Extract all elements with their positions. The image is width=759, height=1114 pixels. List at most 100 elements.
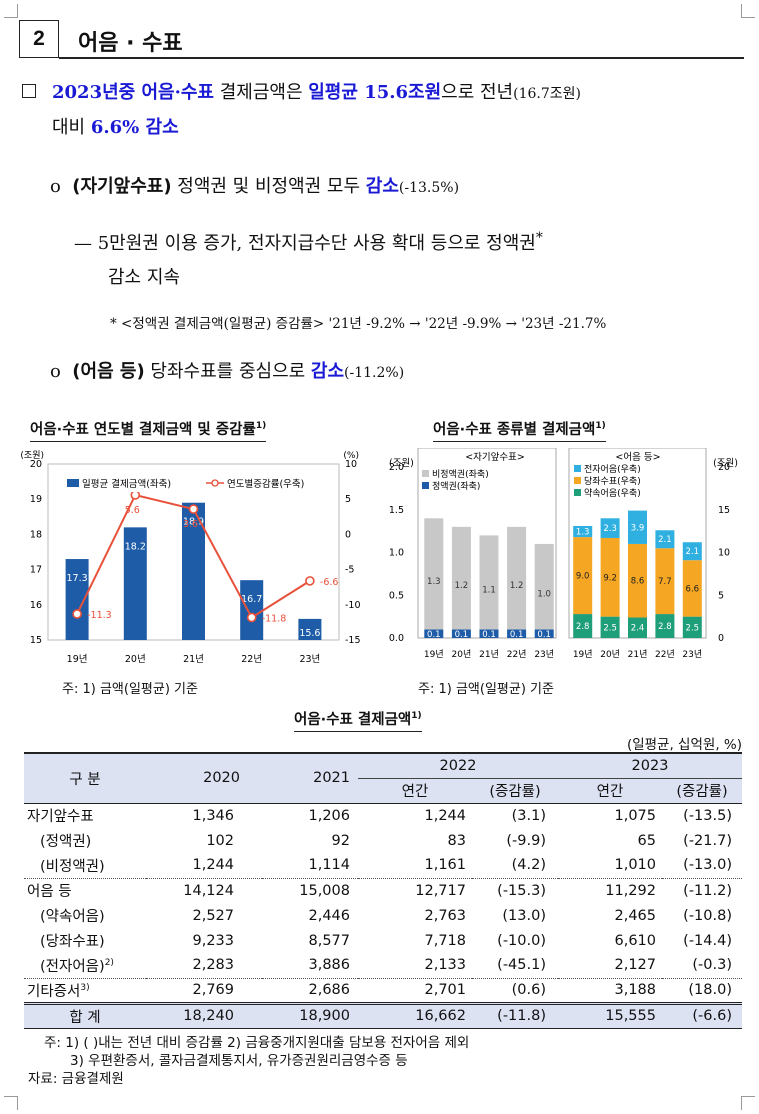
- segment-data-label: 1.3: [427, 577, 441, 587]
- table-cell: 92: [331, 832, 350, 849]
- y-tick-right: -15: [345, 635, 361, 646]
- x-tick-label: 23년: [682, 649, 702, 660]
- table-cell: (-14.4): [683, 932, 732, 949]
- bullet-marker: o: [50, 176, 61, 197]
- table-cell: (-13.5): [683, 807, 732, 824]
- table-cell: 1,346: [192, 807, 234, 824]
- table-cell: (증감률): [472, 778, 558, 804]
- line-data-label: -6.6: [320, 577, 339, 588]
- table-cell: 1,075: [614, 807, 656, 824]
- legend-swatch: [422, 482, 429, 489]
- table-cell: 3,188: [558, 977, 662, 1003]
- chart1-note: 주: 1) 금액(일평균) 기준: [62, 682, 198, 697]
- segment-data-label: 1.0: [537, 590, 551, 600]
- bar-segment: [628, 617, 647, 638]
- segment-data-label: 8.6: [631, 577, 645, 587]
- bar-segment: [682, 542, 702, 561]
- x-tick-label: 23년: [534, 649, 554, 660]
- chart1-title: 어음·수표 연도별 결제금액 및 증감률1): [30, 418, 267, 442]
- legend-bg: [64, 476, 297, 492]
- segment-data-label: 0.1: [482, 630, 496, 640]
- bar-mark: [123, 527, 147, 640]
- bar-data-label: 15.6: [299, 628, 320, 639]
- bar-data-label: 16.7: [241, 594, 262, 605]
- segment-data-label: 1.3: [576, 528, 590, 538]
- y-tick-right: 10: [345, 459, 357, 470]
- x-tick-label: 22년: [655, 649, 675, 660]
- table-cell: 2022: [358, 752, 558, 779]
- table-row: (당좌수표) 9,233 8,577 7,718 (-10.0) 6,610 (-14.4): [24, 928, 742, 953]
- y-tick-left: 1.5: [389, 505, 404, 516]
- table-cell: 102: [206, 832, 234, 849]
- section-title: 어음 · 수표: [78, 31, 183, 56]
- table-cell: 9,233: [192, 932, 234, 949]
- bar-segment: [655, 614, 675, 638]
- segment-data-label: 1.2: [510, 581, 524, 591]
- segment-data-label: 2.4: [631, 624, 645, 634]
- legend-swatch-bar: [67, 479, 79, 487]
- highlight-text: 2023년중 어음·수표: [52, 82, 214, 103]
- table-cell: (-11.8): [472, 1001, 558, 1029]
- crop-mark: [741, 1096, 755, 1110]
- table-cell: (-10.8): [683, 907, 732, 924]
- y-tick-right: 20: [718, 462, 730, 473]
- table-cell: (-10.0): [497, 932, 546, 949]
- panel-left-subtitle: <자기앞수표>: [465, 451, 525, 463]
- table-cell: (13.0): [502, 907, 546, 924]
- table-cell: 2,527: [192, 907, 234, 924]
- legend-label: 전자어음(우축): [584, 464, 641, 475]
- table-cell: (증감률): [662, 778, 742, 804]
- chart-yearly-settlement: 17.3 18.2 18.9 16.7 15.6 -11.3 5.6 3.6 -11.8 -6.…: [20, 450, 361, 665]
- y-axis-left-label: (조원): [389, 458, 414, 469]
- bar-segment: [479, 535, 499, 630]
- line-data-label: 5.6: [125, 505, 140, 516]
- segment-data-label: 0.1: [455, 630, 469, 640]
- legend-swatch: [574, 465, 581, 472]
- table-cell: 83: [447, 832, 466, 849]
- table-cell: 자기앞수표: [27, 809, 94, 826]
- legend-swatch: [422, 470, 429, 477]
- table-cell: 2023: [558, 752, 742, 779]
- chart-by-type: <자기앞수표> (조원) 0.0 0.5 1.0 1.5 2.0 0.1 1.3 19년 0.1 1.…: [389, 448, 738, 660]
- table-cell: 2,763: [424, 907, 466, 924]
- crop-mark: [4, 1096, 18, 1110]
- bar-segment: [507, 629, 527, 638]
- table-cell: (3.1): [511, 807, 546, 824]
- bar-segment: [682, 560, 702, 617]
- table-cell: (-45.1): [497, 957, 546, 974]
- x-tick-label: 23년: [299, 654, 320, 665]
- table-cell: 1,010: [614, 857, 656, 874]
- table-cell: 18,240: [146, 1001, 262, 1029]
- table-row: (전자어음)2) 2,283 3,886 2,133 (-45.1) 2,127 (-0.3…: [24, 953, 742, 978]
- table-cell: (-21.7): [683, 832, 732, 849]
- bar-segment: [507, 526, 527, 630]
- table-cell: 7,718: [424, 932, 466, 949]
- table-cell: (-11.2): [662, 877, 742, 903]
- segment-data-label: 9.0: [576, 572, 590, 582]
- segment-data-label: 3.9: [631, 523, 645, 533]
- crop-mark: [4, 4, 18, 18]
- table-cell: (정액권): [40, 834, 92, 850]
- bar-data-label: 17.3: [67, 573, 88, 584]
- highlight-text: 6.6% 감소: [90, 117, 179, 138]
- bar-segment: [479, 629, 499, 638]
- x-tick-label: 21년: [628, 649, 648, 660]
- bar-data-label: 18.2: [125, 541, 146, 552]
- table-cell: (-6.6): [662, 1001, 742, 1029]
- table-cell: 16,662: [358, 1001, 472, 1029]
- y-axis-right-label: (조원): [713, 458, 738, 469]
- table-cell: (당좌수표): [40, 934, 105, 950]
- table-cell: 2,701: [358, 977, 472, 1003]
- x-tick-label: 20년: [600, 649, 620, 660]
- legend-swatch: [574, 489, 581, 496]
- bar-mark: [298, 618, 322, 640]
- x-tick-label: 20년: [125, 654, 146, 665]
- segment-data-label: 1.2: [455, 581, 469, 591]
- bar-mark: [182, 502, 205, 640]
- y-tick-left: 15: [30, 635, 42, 646]
- table-cell: 15,008: [262, 877, 358, 903]
- x-tick-label: 19년: [573, 649, 593, 660]
- x-tick-label: 21년: [183, 654, 204, 665]
- table-cell: 2,686: [262, 977, 358, 1003]
- legend-label-bar: 일평균 결제금액(좌축): [82, 478, 171, 490]
